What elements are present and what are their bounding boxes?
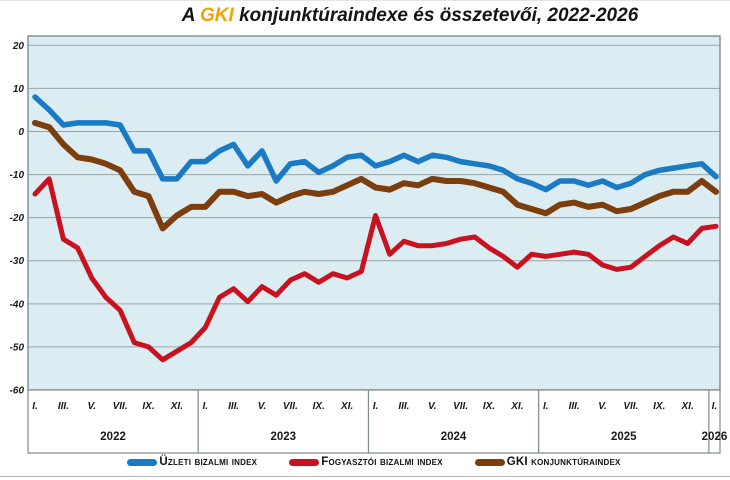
month-tick-label: VII.	[113, 401, 128, 412]
title-rest: konjunktúraindexe és összetevői, 2022-20…	[233, 5, 639, 26]
month-tick-label: XI.	[170, 401, 183, 412]
y-tick-label: -40	[10, 299, 25, 310]
year-label: 2022	[100, 431, 126, 443]
series-line-fogyasztoi-bizalmi-index	[32, 176, 719, 363]
y-tick-label: -50	[10, 342, 25, 353]
month-tick-label: I.	[712, 401, 718, 412]
legend-item-fogyasztoi-bizalmi-index: Fogyasztói bizalmi index	[289, 456, 443, 468]
y-tick-label: 10	[13, 84, 25, 95]
month-tick-label: XI.	[510, 401, 523, 412]
month-tick-label: IX.	[313, 401, 325, 412]
month-tick-label: IX.	[483, 401, 495, 412]
page-title: A GKI konjunktúraindexe és összetevői, 2…	[90, 5, 730, 27]
y-axis-labels: 20 10 0 -10 -20 -30 -40 -50 -60	[10, 41, 25, 397]
legend-label: Fogyasztói bizalmi index	[321, 456, 443, 468]
y-tick-label: -10	[10, 170, 25, 181]
plot-area	[28, 36, 720, 390]
month-tick-label: VII.	[453, 401, 468, 412]
month-tick-label: III.	[58, 401, 69, 412]
series-line-uzleti-bizalmi-index	[32, 94, 719, 193]
legend-item-uzleti-bizalmi-index: Üzleti bizalmi index	[127, 456, 257, 468]
legend-item-gki-konjunkturaindex: GKI konjunktúraindex	[474, 456, 621, 468]
year-label: 2026	[702, 431, 728, 443]
y-tick-label: -20	[10, 213, 25, 224]
legend-label: Üzleti bizalmi index	[159, 456, 258, 468]
title-gki-highlight: GKI	[200, 5, 234, 26]
x-axis: I. III. V. VII. IX. XI. 2022 I. III. V. VII. IX. XI.…	[27, 389, 728, 454]
legend-label: GKI konjunktúraindex	[506, 456, 621, 468]
month-tick-label: VII.	[283, 401, 298, 412]
legend-swatch-fogyasztoi-bizalmi-index	[289, 458, 320, 466]
title-prefix: A	[181, 5, 201, 26]
month-tick-label: IX.	[653, 401, 665, 412]
y-tick-label: -60	[10, 386, 25, 397]
year-label: 2025	[611, 431, 637, 443]
month-tick-label: I.	[202, 401, 208, 412]
month-tick-label: I.	[32, 401, 38, 412]
month-tick-label: III.	[398, 401, 409, 412]
year-label: 2024	[441, 431, 467, 443]
series-lines	[32, 94, 719, 363]
month-tick-label: XI.	[681, 401, 694, 412]
y-tick-label: 0	[18, 127, 24, 138]
line-chart: 20 10 0 -10 -20 -30 -40 -50 -60 I. III. V. VII. IX. XI…	[10, 35, 728, 454]
month-tick-label: III.	[569, 401, 580, 412]
series-line-gki-konjunkturaindex	[32, 119, 719, 232]
month-tick-label: IX.	[142, 401, 154, 412]
y-tick-label: 20	[12, 41, 25, 52]
legend: Üzleti bizalmi index Fogyasztói bizalmi i…	[28, 456, 720, 468]
month-tick-label: V.	[87, 401, 96, 412]
month-tick-label: V.	[258, 401, 267, 412]
month-tick-label: V.	[428, 401, 437, 412]
y-tick-label: -30	[10, 256, 25, 267]
month-tick-label: XI.	[340, 401, 353, 412]
bottom-divider	[0, 476, 730, 477]
month-tick-label: III.	[228, 401, 239, 412]
top-divider	[0, 0, 730, 1]
year-label: 2023	[270, 431, 296, 443]
x-axis-strip	[27, 389, 721, 454]
month-tick-label: V.	[598, 401, 607, 412]
month-tick-label: I.	[373, 401, 379, 412]
legend-swatch-uzleti-bizalmi-index	[127, 458, 158, 466]
legend-swatch-gki-konjunkturaindex	[474, 458, 505, 466]
month-tick-label: VII.	[623, 401, 638, 412]
month-tick-label: I.	[543, 401, 549, 412]
